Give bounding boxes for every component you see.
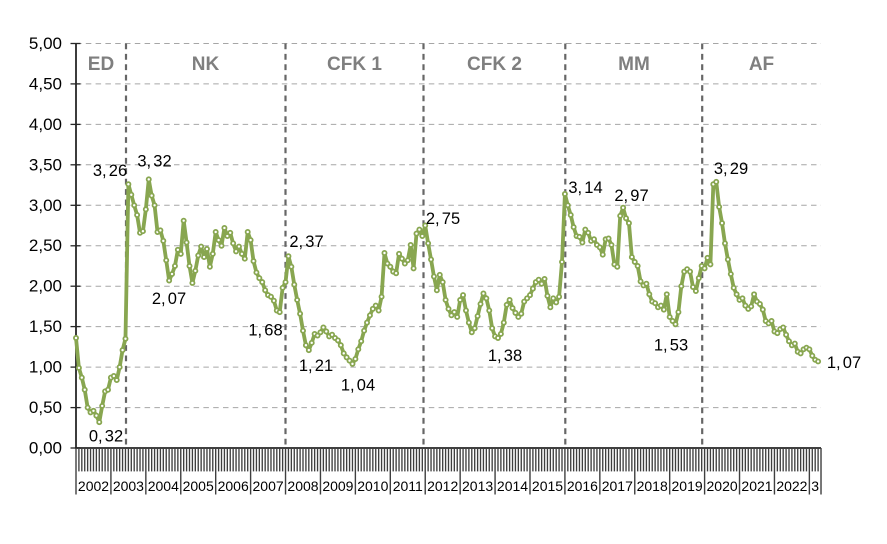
svg-text:3,50: 3,50: [29, 155, 62, 174]
svg-text:1,00: 1,00: [29, 358, 62, 377]
svg-text:1,50: 1,50: [29, 317, 62, 336]
svg-text:1,21: 1, 21: [299, 357, 333, 375]
svg-text:3,32: 3, 32: [137, 153, 171, 171]
svg-text:5,00: 5,00: [29, 34, 62, 53]
svg-text:2019: 2019: [672, 478, 703, 494]
svg-text:0,00: 0,00: [29, 439, 62, 458]
svg-text:0,32: 0, 32: [89, 428, 123, 446]
svg-text:2,50: 2,50: [29, 236, 62, 255]
svg-text:2,97: 2, 97: [614, 187, 648, 205]
svg-text:3,14: 3, 14: [568, 179, 602, 197]
svg-text:MM: MM: [618, 54, 650, 75]
svg-text:2,75: 2, 75: [426, 210, 460, 228]
svg-text:2,37: 2, 37: [289, 233, 323, 251]
svg-text:2005: 2005: [183, 478, 214, 494]
svg-text:2009: 2009: [322, 478, 353, 494]
svg-text:1,04: 1, 04: [341, 377, 375, 395]
svg-text:3,00: 3,00: [29, 196, 62, 215]
svg-text:2014: 2014: [497, 478, 528, 494]
svg-text:1,53: 1, 53: [654, 337, 688, 355]
svg-text:2020: 2020: [707, 478, 738, 494]
svg-text:AF: AF: [749, 54, 774, 75]
svg-text:3,29: 3, 29: [714, 160, 748, 178]
svg-text:2,07: 2, 07: [152, 290, 186, 308]
svg-text:3,26: 3, 26: [93, 162, 127, 180]
svg-text:NK: NK: [192, 54, 220, 75]
svg-text:2015: 2015: [532, 478, 563, 494]
svg-text:4,00: 4,00: [29, 115, 62, 134]
svg-text:0,50: 0,50: [29, 398, 62, 417]
svg-text:2002: 2002: [78, 478, 109, 494]
svg-text:1,07: 1, 07: [827, 354, 861, 372]
svg-text:2011: 2011: [393, 478, 423, 494]
svg-text:2004: 2004: [148, 478, 179, 494]
svg-text:2006: 2006: [218, 478, 249, 494]
svg-text:2017: 2017: [602, 478, 633, 494]
svg-text:1,68: 1, 68: [248, 322, 282, 340]
svg-text:CFK 1: CFK 1: [327, 54, 382, 75]
svg-text:3: 3: [811, 478, 819, 494]
svg-text:2010: 2010: [357, 478, 388, 494]
svg-text:4,50: 4,50: [29, 74, 62, 93]
svg-text:CFK 2: CFK 2: [467, 54, 522, 75]
svg-text:2007: 2007: [253, 478, 284, 494]
svg-text:2003: 2003: [113, 478, 144, 494]
svg-text:2016: 2016: [567, 478, 598, 494]
svg-text:2012: 2012: [427, 478, 458, 494]
svg-text:2008: 2008: [287, 478, 318, 494]
svg-text:1,38: 1, 38: [488, 347, 522, 365]
svg-text:ED: ED: [88, 54, 114, 75]
svg-text:2021: 2021: [741, 478, 772, 494]
svg-text:2013: 2013: [462, 478, 493, 494]
svg-text:2018: 2018: [637, 478, 668, 494]
svg-text:2022: 2022: [776, 478, 807, 494]
svg-text:2,00: 2,00: [29, 277, 62, 296]
